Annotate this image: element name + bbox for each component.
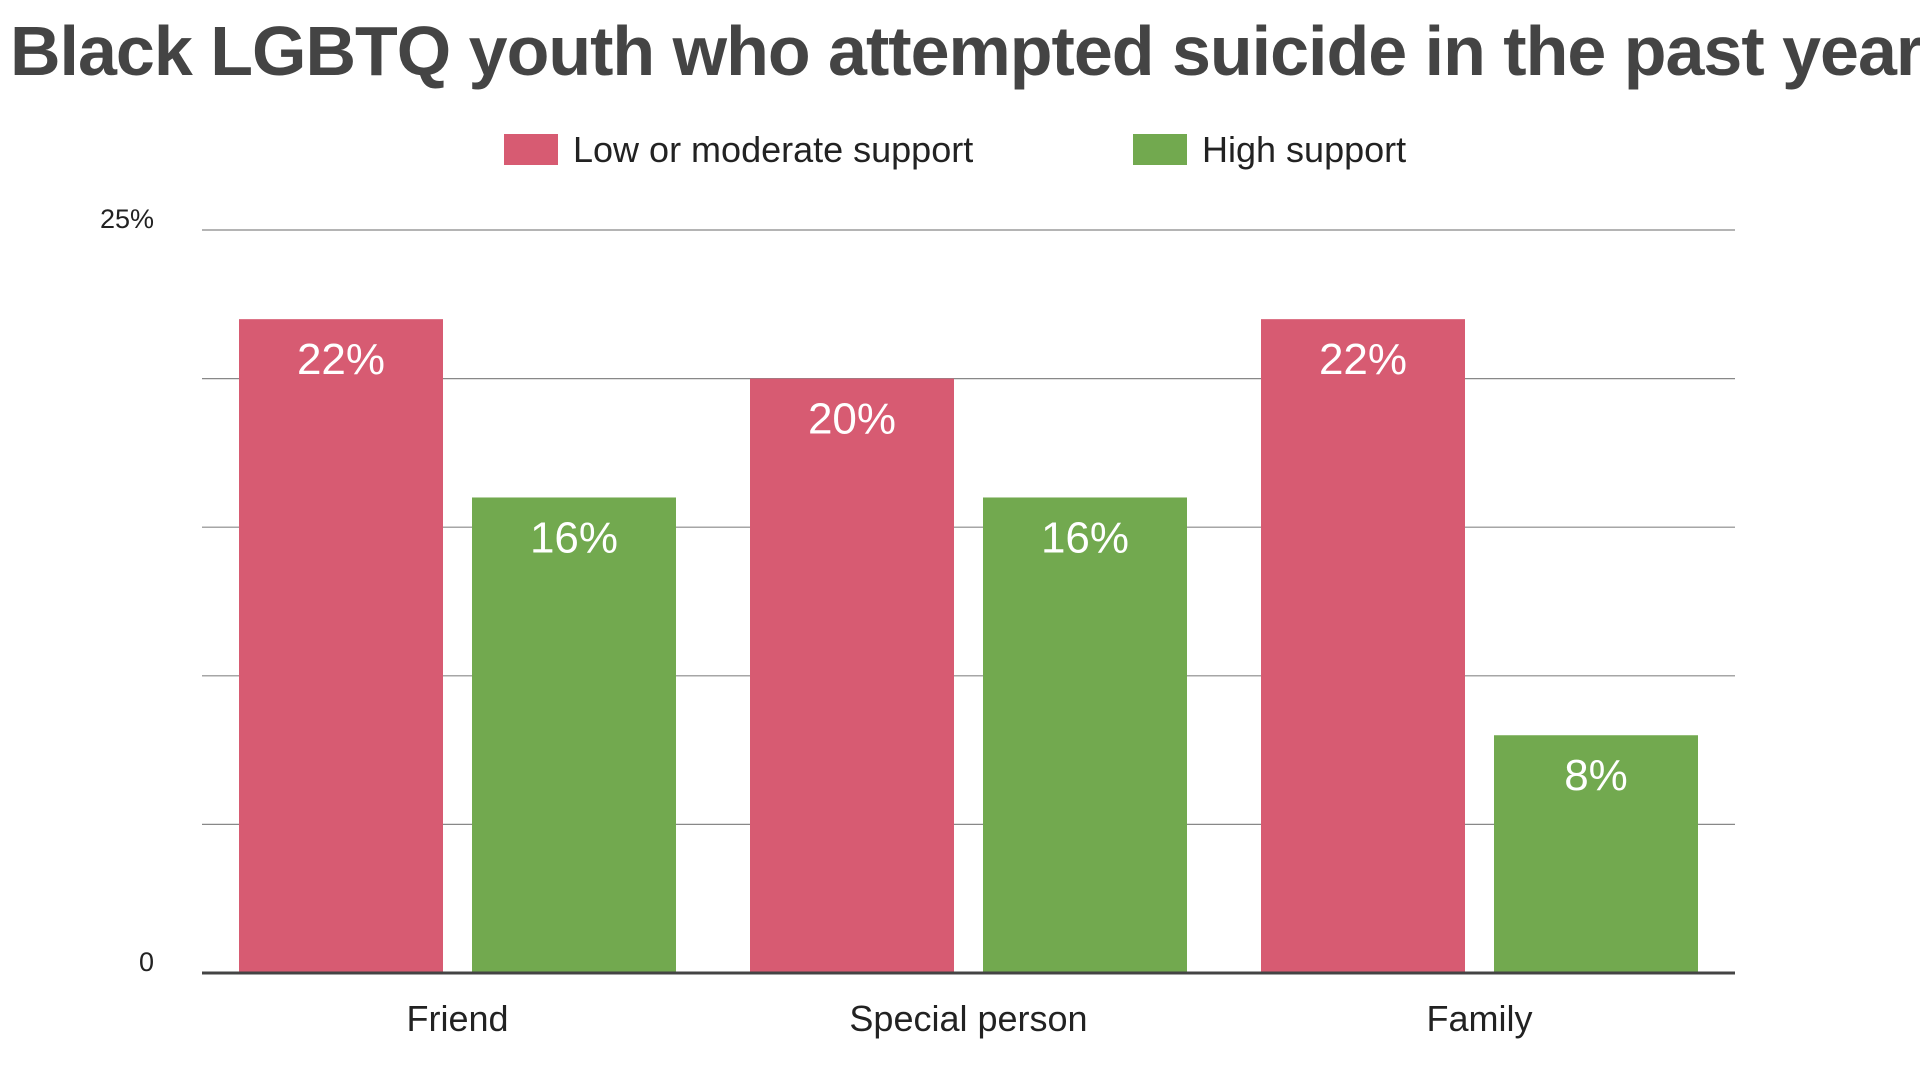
bar-high-support: [472, 497, 676, 973]
bar-low-moderate-support: [1261, 319, 1465, 973]
data-label: 16%: [530, 513, 618, 562]
category-label: Friend: [406, 998, 508, 1039]
x-axis: Friend Special person Family: [202, 971, 1735, 1039]
legend-label: High support: [1202, 129, 1406, 170]
data-labels: 22% 16% 20% 16% 22% 8%: [297, 335, 1628, 800]
bar-high-support: [1494, 735, 1698, 973]
category-label: Family: [1427, 998, 1533, 1039]
y-tick-label: 0: [139, 947, 154, 977]
data-label: 8%: [1564, 751, 1628, 800]
bar-low-moderate-support: [750, 378, 954, 974]
legend-label: Low or moderate support: [573, 129, 973, 170]
bars: [239, 319, 1698, 974]
gridlines: [202, 229, 1735, 826]
chart-title: Black LGBTQ youth who attempted suicide …: [10, 12, 1920, 90]
data-label: 20%: [808, 395, 896, 444]
bar-high-support: [983, 497, 1187, 973]
y-axis-ticks: 0 25%: [100, 204, 154, 977]
legend-swatch: [1133, 134, 1187, 165]
category-label: Special person: [849, 998, 1087, 1039]
y-tick-label: 25%: [100, 204, 154, 234]
legend: Low or moderate support High support: [504, 129, 1406, 170]
data-label: 22%: [297, 335, 385, 384]
legend-swatch: [504, 134, 558, 165]
bar-low-moderate-support: [239, 319, 443, 973]
data-label: 22%: [1319, 335, 1407, 384]
data-label: 16%: [1041, 513, 1129, 562]
